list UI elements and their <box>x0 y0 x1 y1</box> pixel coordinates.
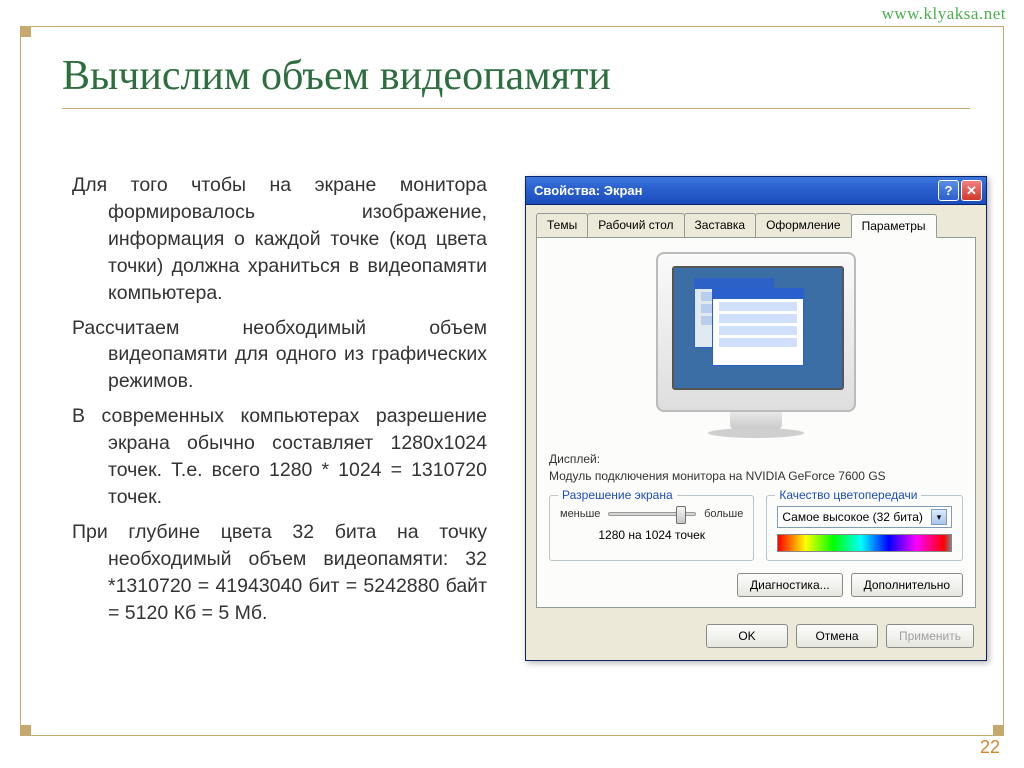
slide-number: 22 <box>980 737 1000 758</box>
paragraph: Рассчитаем необходимый объем видеопамяти… <box>72 315 487 396</box>
dialog-title: Свойства: Экран <box>534 183 936 198</box>
panel-button-row: Диагностика... Дополнительно <box>549 573 963 597</box>
watermark: www.klyaksa.net <box>882 4 1006 24</box>
tab-themes[interactable]: Темы <box>536 213 588 237</box>
paragraph: В современных компьютерах разрешение экр… <box>72 403 487 511</box>
close-button[interactable]: ✕ <box>961 180 982 201</box>
slider-thumb[interactable] <box>676 506 686 524</box>
color-quality-legend: Качество цветопередачи <box>775 488 921 502</box>
monitor-preview <box>636 252 876 442</box>
display-properties-dialog: Свойства: Экран ? ✕ Темы Рабочий стол За… <box>525 176 987 661</box>
tab-desktop[interactable]: Рабочий стол <box>587 213 684 237</box>
color-spectrum <box>777 534 952 552</box>
slider-max-label: больше <box>704 508 743 520</box>
paragraph: При глубине цвета 32 бита на точку необх… <box>72 519 487 627</box>
display-description: Модуль подключения монитора на NVIDIA Ge… <box>549 469 963 483</box>
slide-title: Вычислим объем видеопамяти <box>62 52 611 100</box>
ok-button[interactable]: OK <box>706 624 788 648</box>
dialog-footer: OK Отмена Применить <box>526 616 986 660</box>
resolution-caption: 1280 на 1024 точек <box>560 528 743 542</box>
paragraph: Для того чтобы на экране монитора формир… <box>72 172 487 307</box>
corner-decoration <box>20 26 31 37</box>
corner-decoration <box>993 725 1004 736</box>
display-label: Дисплей: <box>549 452 963 466</box>
resolution-legend: Разрешение экрана <box>558 488 677 502</box>
slider-min-label: меньше <box>560 508 600 520</box>
corner-decoration <box>20 725 31 736</box>
resolution-fieldset: Разрешение экрана меньше больше 1280 на … <box>549 495 754 561</box>
advanced-button[interactable]: Дополнительно <box>851 573 963 597</box>
crt-monitor-icon <box>656 252 856 412</box>
color-quality-combo[interactable]: Самое высокое (32 бита) ▾ <box>777 506 952 528</box>
combo-value: Самое высокое (32 бита) <box>782 510 923 524</box>
resolution-slider-row: меньше больше <box>560 506 743 522</box>
controls-row: Разрешение экрана меньше больше 1280 на … <box>549 495 963 561</box>
help-button[interactable]: ? <box>938 180 959 201</box>
cancel-button[interactable]: Отмена <box>796 624 878 648</box>
crt-base <box>708 428 804 438</box>
dialog-titlebar[interactable]: Свойства: Экран ? ✕ <box>526 177 986 205</box>
crt-screen <box>672 266 844 390</box>
resolution-slider[interactable] <box>608 512 696 516</box>
color-quality-fieldset: Качество цветопередачи Самое высокое (32… <box>766 495 963 561</box>
tab-appearance[interactable]: Оформление <box>755 213 851 237</box>
tabstrip: Темы Рабочий стол Заставка Оформление Па… <box>526 205 986 237</box>
diagnostics-button[interactable]: Диагностика... <box>737 573 843 597</box>
body-text: Для того чтобы на экране монитора формир… <box>72 172 487 635</box>
tab-screensaver[interactable]: Заставка <box>684 213 757 237</box>
apply-button[interactable]: Применить <box>886 624 974 648</box>
chevron-down-icon: ▾ <box>931 509 947 525</box>
preview-window <box>712 288 804 366</box>
tab-settings[interactable]: Параметры <box>851 214 937 238</box>
settings-panel: Дисплей: Модуль подключения монитора на … <box>536 237 976 608</box>
title-underline <box>62 108 970 109</box>
